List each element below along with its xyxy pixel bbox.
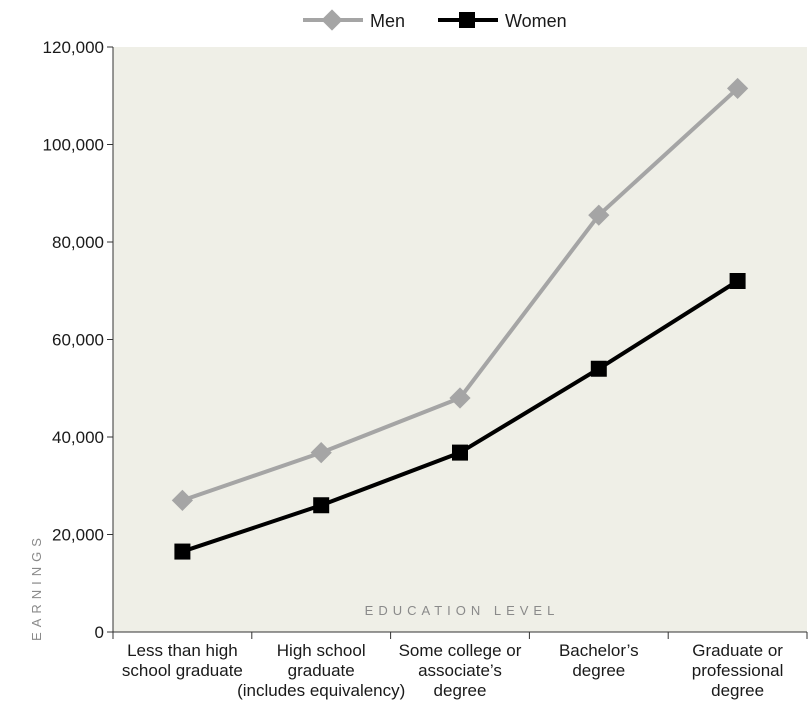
legend-marker-women (459, 12, 475, 28)
x-category-label: Some college or associate’s degree (399, 641, 522, 700)
data-point-women (729, 273, 746, 289)
series-women (174, 273, 746, 560)
data-point-men (726, 77, 749, 100)
y-tick-label: 0 (95, 623, 104, 642)
x-category-label: Bachelor’s degree (559, 641, 639, 680)
legend-marker-men (321, 9, 343, 31)
y-tick-label: 100,000 (43, 136, 104, 155)
data-point-women (313, 497, 330, 514)
x-category-label: High school graduate (includes equivalency… (237, 641, 405, 700)
y-axis-title: EARNINGS (29, 533, 44, 641)
x-category-label: Less than high school graduate (122, 641, 243, 680)
legend: Men Women (303, 9, 567, 31)
data-point-men (588, 204, 610, 226)
x-axis-title: EDUCATION LEVEL (365, 603, 560, 618)
y-tick-label: 120,000 (43, 38, 104, 57)
plot-area (113, 47, 807, 632)
legend-label-men: Men (370, 11, 405, 31)
y-tick-label: 20,000 (52, 526, 104, 545)
x-category-label: Graduate or professional degree (692, 641, 784, 700)
y-axis: 0 20,000 40,000 60,000 80,000 100,000 120,000 (43, 38, 114, 642)
data-point-women (452, 444, 468, 461)
legend-label-women: Women (505, 11, 567, 31)
y-tick-label: 80,000 (52, 233, 104, 252)
data-point-women (174, 543, 191, 560)
data-point-women (590, 360, 607, 377)
y-tick-label: 40,000 (52, 428, 104, 447)
y-tick-label: 60,000 (52, 331, 104, 350)
